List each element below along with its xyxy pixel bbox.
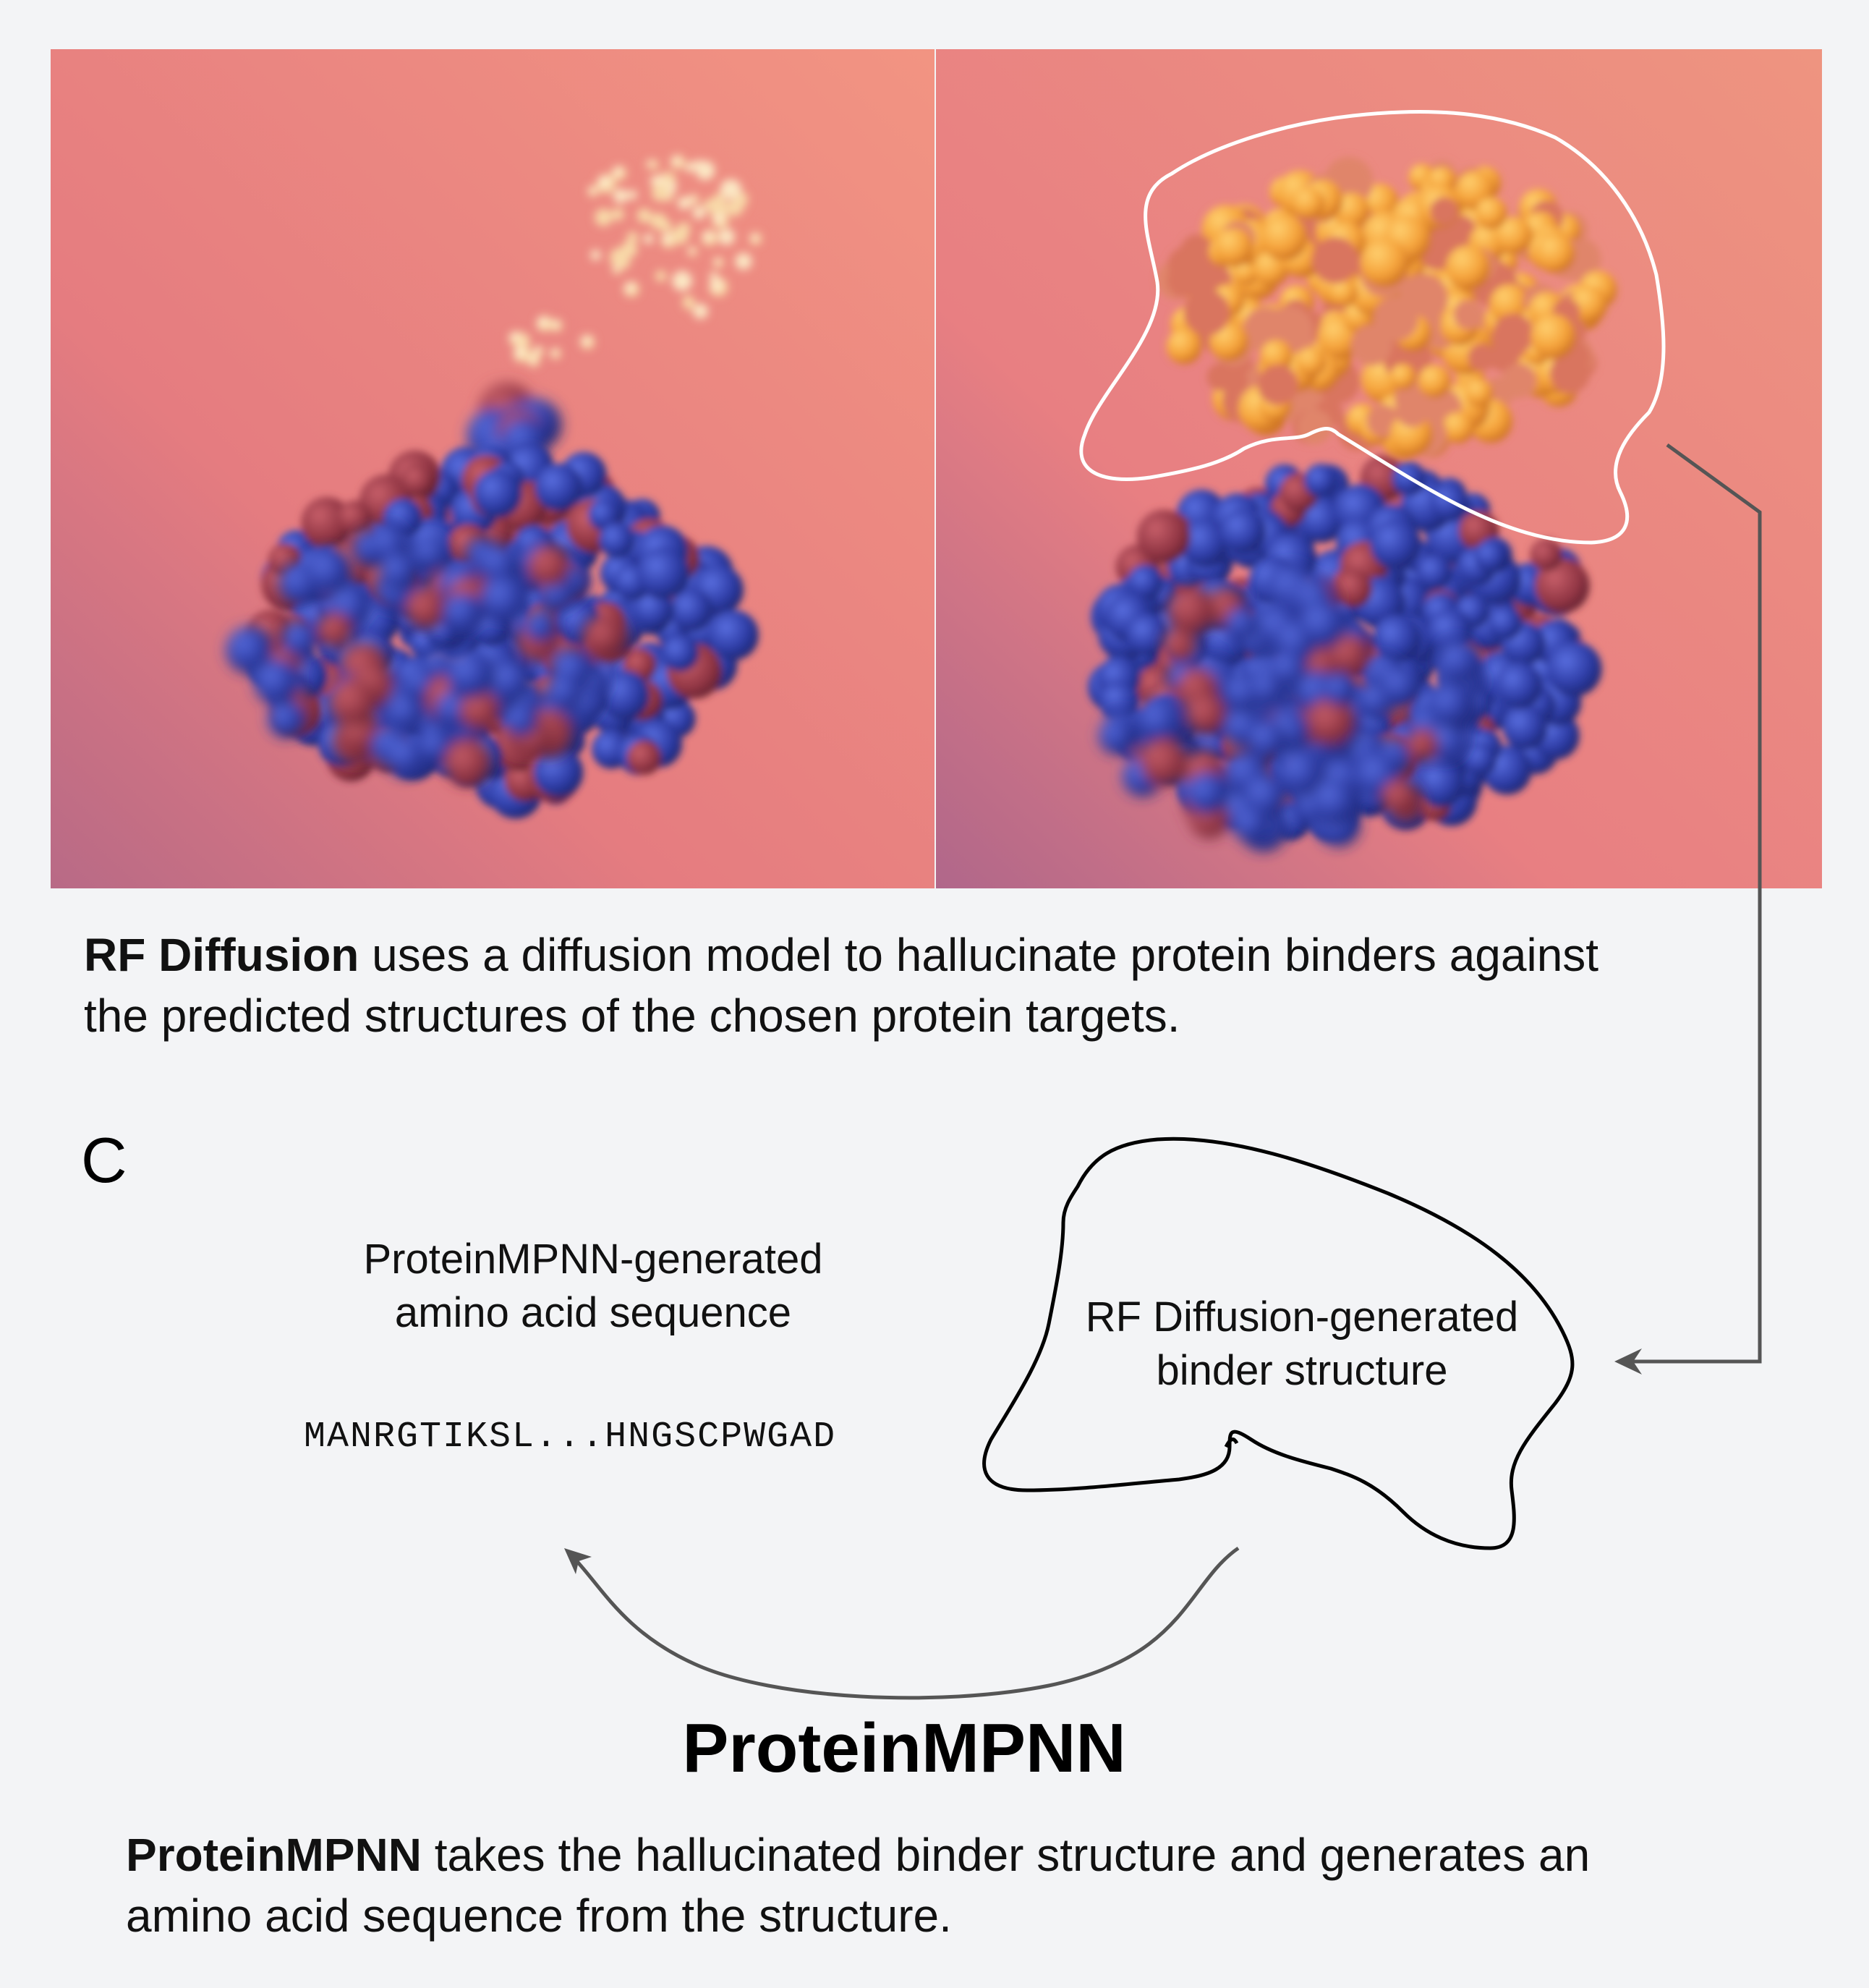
binder-outline — [1079, 109, 1666, 545]
amino-acid-sequence: MANRGTIKSL...HNGSCPWGAD — [304, 1416, 837, 1458]
proteinmpnn-arrow-line — [570, 1546, 1240, 1700]
connector-arrow-head-icon — [1614, 1348, 1642, 1375]
method-title: ProteinMPNN — [682, 1709, 1126, 1787]
proteinmpnn-caption-text: takes the hallucinated binder structure … — [421, 1829, 1591, 1881]
proteinmpnn-caption-bold: ProteinMPNN — [126, 1829, 422, 1881]
rf-diffusion-caption: RF Diffusion uses a diffusion model to h… — [84, 925, 1791, 1046]
structure-label-line1: RF Diffusion-generated — [1085, 1294, 1519, 1341]
structure-label: RF Diffusion-generated binder structure — [1042, 1291, 1562, 1398]
proteinmpnn-caption: ProteinMPNN takes the hallucinated binde… — [126, 1825, 1818, 1946]
structure-label-line2: binder structure — [1156, 1347, 1448, 1394]
sequence-label: ProteinMPNN-generated amino acid sequenc… — [297, 1233, 890, 1340]
proteinmpnn-caption-line2: amino acid sequence from the structure. — [126, 1890, 952, 1942]
proteinmpnn-arrow-head-icon — [564, 1548, 592, 1574]
panel-letter: C — [81, 1124, 127, 1196]
rf-diffusion-caption-bold: RF Diffusion — [84, 929, 359, 981]
sequence-label-line2: amino acid sequence — [394, 1289, 792, 1336]
rf-diffusion-render — [51, 49, 1822, 888]
sequence-label-line1: ProteinMPNN-generated — [363, 1236, 823, 1283]
rf-diffusion-caption-text: uses a diffusion model to hallucinate pr… — [359, 929, 1599, 981]
rf-diffusion-caption-line2: the predicted structures of the chosen p… — [84, 990, 1180, 1042]
